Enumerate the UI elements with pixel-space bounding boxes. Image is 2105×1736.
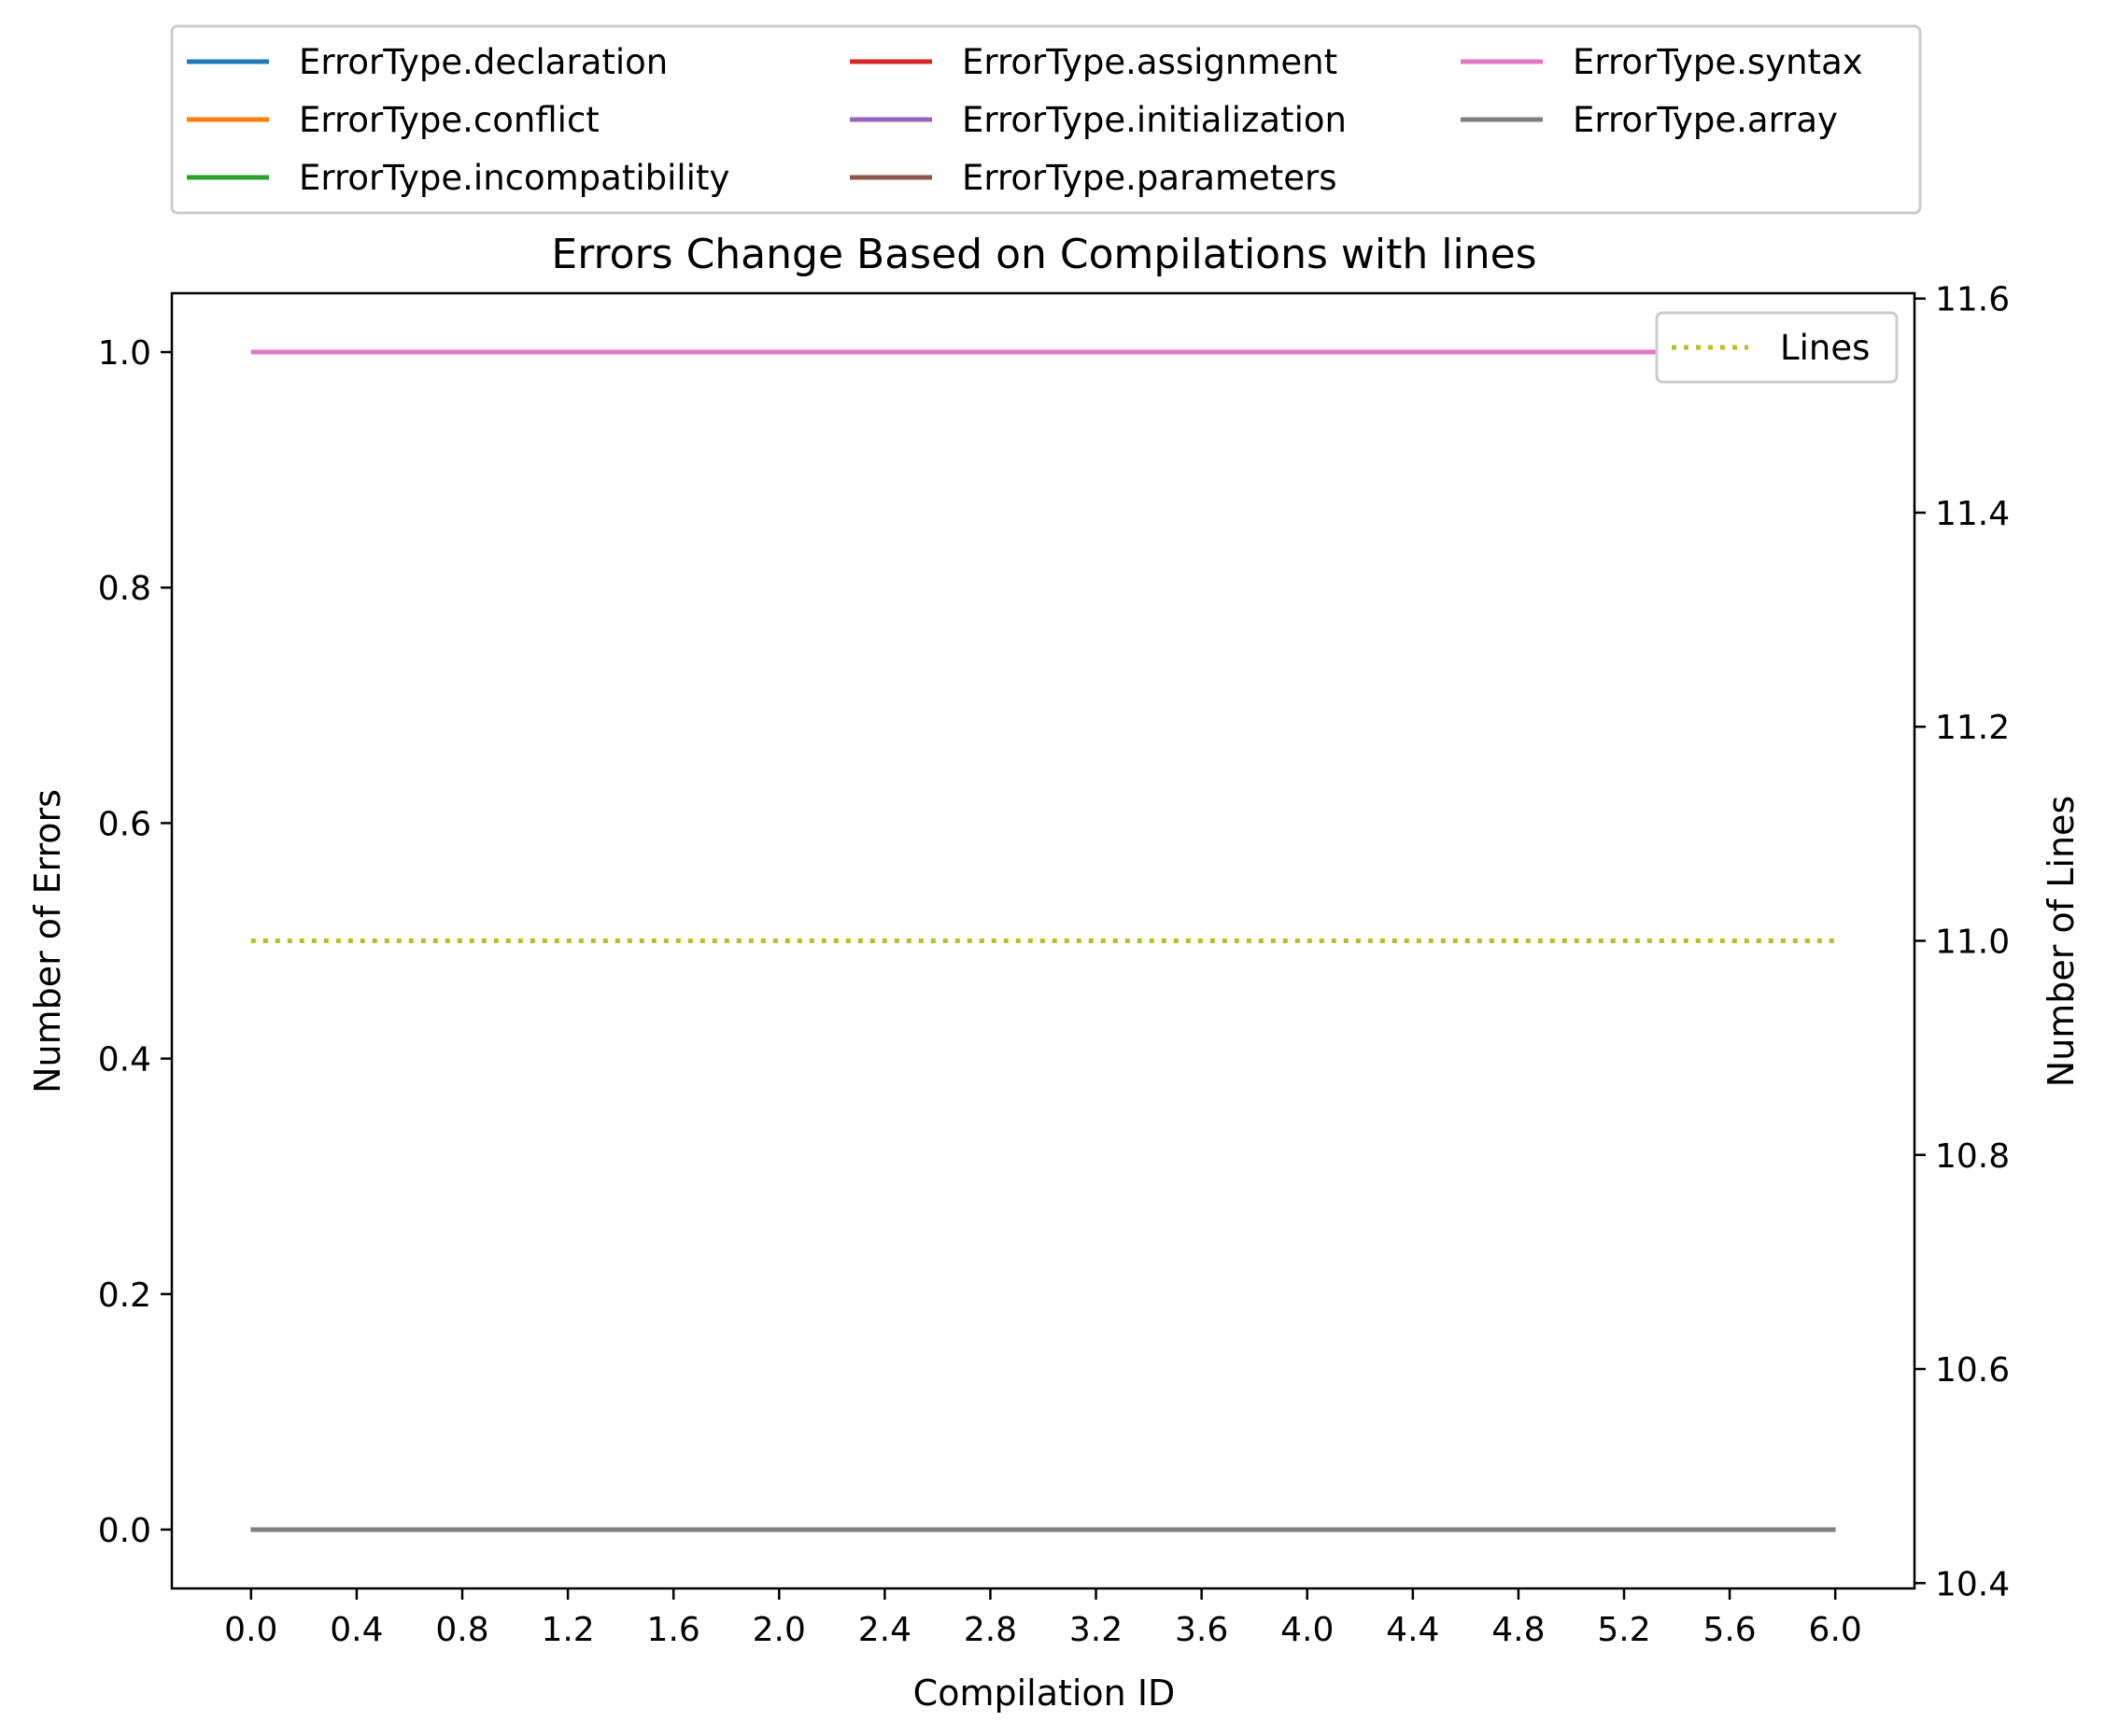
x-tick-label: 1.6: [647, 1611, 700, 1649]
x-tick-label: 5.2: [1597, 1611, 1650, 1649]
y2-tick-label: 10.8: [1935, 1137, 2010, 1176]
y2-tick-label: 10.6: [1935, 1351, 2010, 1390]
legend-label: ErrorType.parameters: [962, 158, 1337, 198]
lines-legend: Lines: [1655, 311, 1899, 384]
y-axis-left: 0.0 0.2 0.4 0.6 0.8 1.0: [98, 334, 172, 1550]
y2-tick-label: 11.0: [1935, 924, 2010, 962]
x-tick-label: 4.4: [1386, 1611, 1439, 1649]
x-tick-label: 2.8: [964, 1611, 1017, 1649]
series-layer: [250, 349, 1836, 1532]
x-axis-label: Compilation ID: [913, 1672, 1176, 1714]
x-axis: 0.0 0.4 0.8 1.2 1.6 2.0 2.4 2.8 3.2 3.6 4.0 4.4 4.8 5…: [224, 1588, 1862, 1649]
x-tick-label: 4.8: [1491, 1611, 1545, 1649]
y2-tick-label: 11.4: [1935, 495, 2010, 533]
legend-label: ErrorType.incompatibility: [299, 158, 729, 198]
y-axis-label: Number of Errors: [27, 789, 68, 1094]
x-tick-label: 1.2: [541, 1611, 594, 1649]
x-tick-label: 3.2: [1069, 1611, 1123, 1649]
y-tick-label: 0.0: [98, 1512, 151, 1550]
legend-label: ErrorType.conflict: [299, 100, 600, 140]
x-tick-label: 3.6: [1175, 1611, 1228, 1649]
legend-label: ErrorType.initialization: [962, 100, 1347, 140]
x-tick-label: 6.0: [1809, 1611, 1862, 1649]
x-tick-label: 4.0: [1280, 1611, 1334, 1649]
legend-label: ErrorType.array: [1573, 100, 1838, 140]
y-tick-label: 0.4: [98, 1041, 151, 1080]
legend-label: ErrorType.syntax: [1573, 42, 1863, 82]
y-tick-label: 0.8: [98, 570, 151, 608]
x-tick-label: 0.8: [435, 1611, 488, 1649]
y2-axis-label: Number of Lines: [2041, 796, 2082, 1087]
legend: ErrorType.declaration ErrorType.conflict E…: [170, 24, 1922, 215]
lines-legend-label: Lines: [1780, 328, 1870, 368]
legend-label: ErrorType.declaration: [299, 42, 668, 82]
y-tick-label: 0.6: [98, 805, 151, 843]
x-tick-label: 0.4: [330, 1611, 383, 1649]
chart-title: Errors Change Based on Compilations with…: [551, 231, 1536, 278]
legend-label: ErrorType.assignment: [962, 42, 1337, 82]
x-tick-label: 5.6: [1702, 1611, 1756, 1649]
y-tick-label: 1.0: [98, 334, 151, 373]
y2-tick-label: 11.6: [1935, 281, 2010, 319]
x-tick-label: 0.0: [224, 1611, 277, 1649]
y-axis-right: 10.4 10.6 10.8 11.0 11.2 11.4 11.6: [1914, 281, 2010, 1603]
y2-tick-label: 10.4: [1935, 1565, 2010, 1603]
x-tick-label: 2.4: [858, 1611, 911, 1649]
y-tick-label: 0.2: [98, 1277, 151, 1315]
y2-tick-label: 11.2: [1935, 709, 2010, 747]
x-tick-label: 2.0: [753, 1611, 806, 1649]
